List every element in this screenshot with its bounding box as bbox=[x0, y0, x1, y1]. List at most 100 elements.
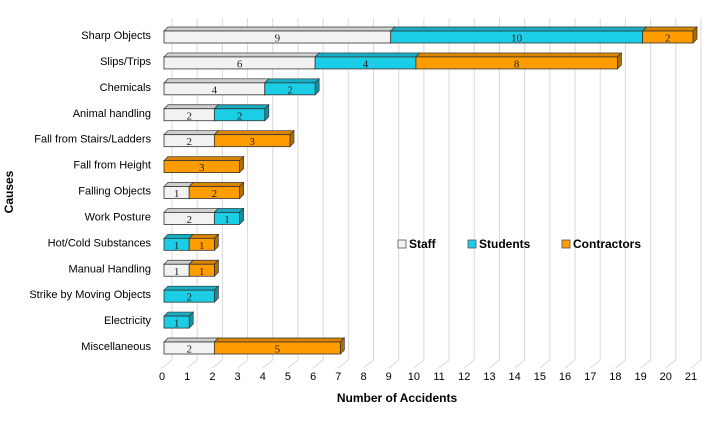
x-tick-label: 12 bbox=[458, 371, 470, 383]
gridline-floor bbox=[212, 359, 223, 369]
x-tick-label: 17 bbox=[584, 371, 596, 383]
bar-top-face bbox=[163, 182, 195, 187]
bar bbox=[213, 341, 341, 355]
data-label: 10 bbox=[511, 33, 523, 45]
legend-label: Staff bbox=[409, 237, 437, 251]
category-label: Hot/Cold Substances bbox=[48, 237, 152, 249]
bar bbox=[163, 160, 240, 173]
x-tick-label: 19 bbox=[634, 371, 646, 383]
category-label: Fall from Stairs/Ladders bbox=[34, 134, 151, 146]
gridline-floor bbox=[237, 359, 248, 369]
bar-top-face bbox=[213, 337, 346, 343]
data-label: 2 bbox=[237, 110, 243, 122]
bar-top-face bbox=[163, 156, 245, 161]
gridline-floor bbox=[186, 359, 198, 369]
gridline-floor bbox=[514, 359, 525, 369]
bar-segment-contractors: 2 bbox=[188, 181, 245, 200]
bars: 9 10 2 6 4 8 4 2 2 2 2 3 3 1 2 2 1 1 1 1 1 2 1 2 5 bbox=[163, 26, 698, 356]
bar bbox=[163, 315, 190, 329]
bar-top-face bbox=[163, 104, 220, 110]
gridline-floor bbox=[312, 359, 324, 369]
bar-top-face bbox=[213, 130, 295, 136]
bar-segment-contractors: 1 bbox=[188, 233, 220, 252]
bar-top-face bbox=[389, 26, 648, 32]
x-tick-label: 15 bbox=[534, 371, 546, 383]
data-label: 8 bbox=[514, 58, 520, 70]
x-tick-label: 14 bbox=[509, 371, 521, 383]
category-label: Manual Handling bbox=[68, 263, 151, 275]
bar-top-face bbox=[163, 78, 270, 84]
data-label: 3 bbox=[199, 162, 205, 174]
gridline-floor bbox=[287, 359, 299, 369]
x-axis-title: Number of Accidents bbox=[337, 391, 458, 405]
gridline-floor bbox=[438, 359, 450, 369]
x-tick-label: 7 bbox=[335, 371, 341, 383]
category-label: Sharp Objects bbox=[81, 30, 151, 42]
category-label: Work Posture bbox=[85, 211, 151, 223]
bar-segment-staff: 4 bbox=[163, 77, 270, 96]
data-label: 2 bbox=[186, 214, 192, 226]
bar bbox=[213, 212, 240, 225]
bar-segment-staff: 9 bbox=[163, 26, 396, 45]
x-tick-label: 13 bbox=[483, 371, 495, 383]
bar-segment-staff: 2 bbox=[163, 337, 220, 356]
x-tick-label: 16 bbox=[559, 371, 571, 383]
bar-segment-students: 2 bbox=[163, 285, 220, 304]
x-tick-label: 8 bbox=[360, 371, 366, 383]
legend: Staff Students Contractors bbox=[397, 237, 641, 251]
bar-top-face bbox=[188, 259, 220, 265]
bar bbox=[642, 30, 694, 44]
gridline-floor bbox=[690, 359, 702, 369]
gridline-floor bbox=[161, 359, 173, 369]
category-label: Chemicals bbox=[100, 82, 152, 94]
bar-segment-students: 4 bbox=[314, 52, 421, 70]
gridline-floor bbox=[640, 359, 651, 369]
bar bbox=[188, 237, 215, 251]
data-label: 2 bbox=[665, 33, 671, 45]
bar-segment-contractors: 5 bbox=[213, 337, 346, 356]
x-tick-label: 5 bbox=[285, 371, 291, 383]
gridline-floor bbox=[615, 359, 626, 369]
data-label: 9 bbox=[275, 33, 281, 45]
bar-segment-contractors: 3 bbox=[163, 155, 245, 174]
x-tick-label: 2 bbox=[209, 371, 215, 383]
category-labels: Sharp Objects Slips/Trips Chemicals Animal … bbox=[29, 30, 151, 353]
bar-top-face bbox=[314, 52, 421, 58]
bar-top-face bbox=[641, 26, 698, 32]
category-label: Miscellaneous bbox=[81, 341, 151, 353]
bar-segment-staff: 2 bbox=[163, 207, 220, 226]
data-label: 4 bbox=[212, 84, 218, 96]
bar-top-face bbox=[163, 233, 195, 239]
data-label: 5 bbox=[275, 344, 281, 356]
x-tick-label: 18 bbox=[609, 371, 621, 383]
data-label: 2 bbox=[287, 84, 293, 96]
bar-segment-contractors: 2 bbox=[641, 26, 698, 45]
data-label: 2 bbox=[212, 188, 218, 200]
bar-segment-students: 2 bbox=[263, 77, 320, 96]
gridline-floor bbox=[539, 359, 551, 369]
data-label: 6 bbox=[237, 58, 243, 70]
bar-top-face bbox=[213, 104, 270, 110]
bar-top-face bbox=[163, 311, 195, 317]
gridline-floor bbox=[363, 359, 374, 369]
bar-top-face bbox=[163, 285, 220, 291]
data-label: 2 bbox=[186, 344, 192, 356]
bar-top-face bbox=[163, 337, 220, 343]
x-tick-label: 4 bbox=[260, 371, 266, 383]
bar-top-face bbox=[263, 78, 320, 84]
category-label: Slips/Trips bbox=[100, 56, 151, 68]
bar-segment-students: 1 bbox=[163, 311, 195, 330]
data-label: 1 bbox=[174, 266, 180, 278]
bar-segment-staff: 2 bbox=[163, 103, 220, 122]
bar-top-face bbox=[163, 259, 195, 265]
bar bbox=[213, 134, 291, 148]
data-label: 1 bbox=[174, 240, 180, 252]
category-label: Falling Objects bbox=[78, 186, 151, 198]
bar-segment-students: 2 bbox=[213, 103, 270, 122]
x-tick-label: 21 bbox=[685, 371, 697, 383]
x-tick-label: 1 bbox=[184, 371, 190, 383]
gridline-floor bbox=[589, 359, 601, 369]
bar-top-face bbox=[415, 52, 623, 58]
legend-swatch bbox=[397, 239, 407, 249]
